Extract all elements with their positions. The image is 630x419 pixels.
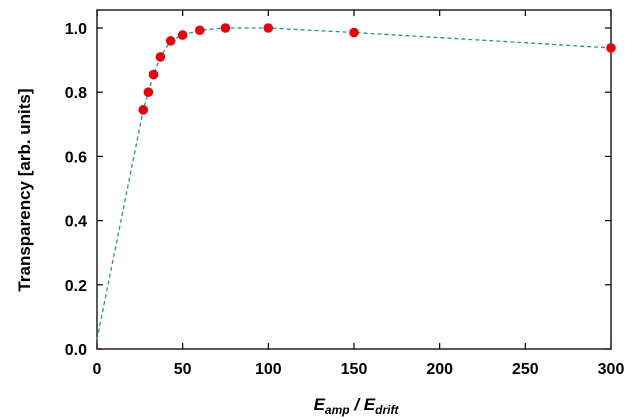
series-points — [138, 23, 616, 115]
data-point — [177, 30, 188, 40]
x-tick-label: 300 — [598, 361, 625, 378]
tick-labels: 0 50 100 150 200 250 300 0.0 0.2 0.4 0.6 0.8 1.0 — [65, 21, 625, 378]
y-tick-label: 0.4 — [65, 214, 87, 231]
x-tick-label: 100 — [255, 361, 282, 378]
x-tick-label: 200 — [426, 361, 453, 378]
y-tick-label: 0.6 — [65, 149, 87, 166]
y-axis-title: Transparency [arb. units] — [15, 88, 34, 291]
plot-frame — [96, 9, 612, 350]
fit-curve-line — [96, 27, 612, 340]
data-point — [195, 25, 205, 36]
y-tick-label: 0.2 — [65, 278, 87, 295]
data-point — [143, 87, 154, 97]
plot-area — [96, 9, 612, 350]
data-point — [606, 43, 616, 53]
x-axis-title-main: E — [314, 395, 326, 414]
x-tick-label: 250 — [512, 361, 539, 378]
axis-ticks — [96, 10, 612, 350]
data-point — [155, 52, 166, 62]
y-tick-label: 0.0 — [65, 342, 87, 359]
series-lines — [96, 27, 612, 340]
x-axis-title-sub-a: amp — [325, 403, 350, 417]
data-point — [263, 23, 274, 33]
data-point — [148, 69, 159, 80]
x-tick-label: 0 — [93, 361, 102, 378]
y-tick-label: 1.0 — [65, 21, 87, 38]
data-point — [349, 27, 359, 38]
x-tick-label: 150 — [341, 361, 368, 378]
x-tick-label: 50 — [174, 361, 192, 378]
y-tick-label: 0.8 — [65, 85, 87, 102]
data-point — [165, 36, 176, 46]
data-point — [138, 105, 149, 115]
x-axis-title-sub-b: drift — [375, 403, 399, 417]
data-point — [220, 23, 231, 33]
x-axis-title: Eamp / Edrift — [314, 395, 400, 417]
x-axis-title-sep: / E — [350, 395, 376, 414]
